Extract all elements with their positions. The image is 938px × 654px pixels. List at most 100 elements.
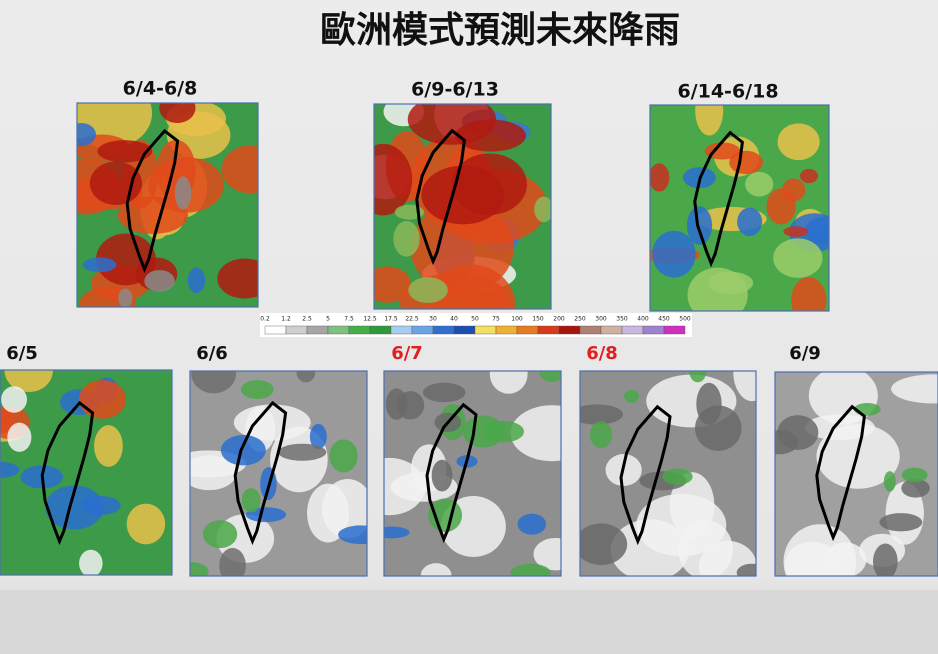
period-label: 6/9-6/13 — [411, 79, 499, 101]
colorbar-label: 50 — [471, 316, 479, 323]
rain-blob — [745, 171, 774, 197]
rain-blob — [307, 483, 350, 543]
rain-blob — [220, 434, 266, 466]
colorbar-label: 250 — [574, 316, 586, 323]
day-label: 6/9 — [789, 343, 821, 364]
rain-blob — [610, 519, 689, 576]
map-layer — [374, 104, 551, 309]
rain-blob — [159, 103, 196, 124]
rain-blob — [455, 119, 526, 152]
rain-blob — [707, 271, 754, 295]
rain-blob — [539, 371, 561, 382]
colorbar-cell — [495, 325, 518, 335]
rain-blob — [781, 178, 806, 202]
rain-blob — [245, 507, 287, 523]
map-layer — [650, 105, 829, 311]
rain-blob — [580, 404, 624, 425]
rain-blob — [696, 382, 722, 425]
rain-blob — [144, 270, 175, 292]
colorbar-cell — [348, 325, 371, 335]
rain-blob — [510, 563, 551, 576]
colorbar-label: 100 — [511, 316, 523, 323]
colorbar-label: 12.5 — [363, 316, 377, 323]
rain-blob — [96, 233, 156, 286]
rain-blob — [97, 140, 153, 163]
rain-blob — [7, 422, 32, 452]
colorbar-cell — [621, 325, 644, 335]
rain-blob — [202, 520, 238, 549]
colorbar-cell — [474, 325, 497, 335]
rain-blob — [783, 524, 857, 576]
rain-blob — [650, 163, 670, 192]
rain-blob — [689, 371, 707, 383]
colorbar-label: 350 — [616, 316, 628, 323]
map-frame — [189, 370, 368, 577]
rain-blob — [278, 443, 327, 461]
rain-blob — [77, 123, 96, 147]
rain-blob — [589, 421, 613, 449]
rain-blob — [422, 382, 466, 403]
rain-blob — [873, 543, 898, 576]
rain-blob — [78, 380, 127, 419]
rain-blob — [309, 423, 327, 450]
colorbar-cell — [453, 325, 476, 335]
rain-blob — [1, 386, 27, 413]
colorbar-cell — [285, 325, 308, 335]
rain-map — [76, 102, 259, 308]
rain-blob — [777, 123, 820, 161]
rain-blob — [773, 238, 823, 278]
rain-blob — [783, 226, 809, 237]
colorbar-label: 1.2 — [281, 316, 291, 323]
colorbar-cell — [432, 325, 455, 335]
rain-blob — [800, 168, 818, 184]
rain-blob — [425, 264, 516, 309]
map-frame — [383, 370, 562, 577]
colorbar-cell — [390, 325, 413, 335]
rain-blob — [462, 415, 505, 448]
colorbar-cell — [369, 325, 392, 335]
map-frame — [774, 371, 938, 577]
day-label: 6/5 — [6, 343, 38, 364]
rain-blob — [385, 388, 408, 420]
rain-blob — [338, 525, 367, 545]
rain-blob — [489, 371, 528, 394]
colorbar-label: 500 — [679, 316, 691, 323]
map-layer — [775, 372, 938, 576]
rain-blob — [191, 371, 237, 394]
rain-blob — [393, 220, 420, 257]
rain-blob — [118, 288, 133, 307]
colorbar-label: 5 — [326, 316, 330, 323]
rain-blob — [891, 374, 938, 404]
period-label: 6/4-6/8 — [123, 78, 198, 100]
rain-blob — [0, 461, 20, 478]
rain-blob — [374, 266, 411, 303]
rain-blob — [45, 485, 104, 530]
map-frame — [373, 103, 552, 310]
rain-blob — [431, 459, 453, 492]
colorbar-label: 450 — [658, 316, 670, 323]
rain-blob — [79, 549, 103, 575]
rain-blob — [219, 547, 246, 576]
colorbar-label: 300 — [595, 316, 607, 323]
rain-blob — [421, 165, 505, 225]
rain-blob — [329, 439, 358, 473]
colorbar-label: 0.2 — [260, 316, 270, 323]
rain-blob — [662, 468, 693, 485]
rain-blob — [879, 513, 923, 532]
colorbar-label: 400 — [637, 316, 649, 323]
rain-blob — [704, 142, 741, 160]
rain-map — [649, 104, 830, 312]
rain-blob — [126, 503, 166, 545]
rain-blob — [217, 258, 258, 299]
rain-blob — [736, 563, 756, 576]
rain-blob — [408, 277, 448, 303]
rain-blob — [901, 478, 930, 498]
colorbar-label: 200 — [553, 316, 565, 323]
rain-blob — [901, 467, 928, 483]
rain-blob — [580, 523, 628, 566]
colorbar-cell — [264, 325, 287, 335]
rain-blob — [241, 488, 261, 513]
rain-blob — [384, 457, 426, 516]
